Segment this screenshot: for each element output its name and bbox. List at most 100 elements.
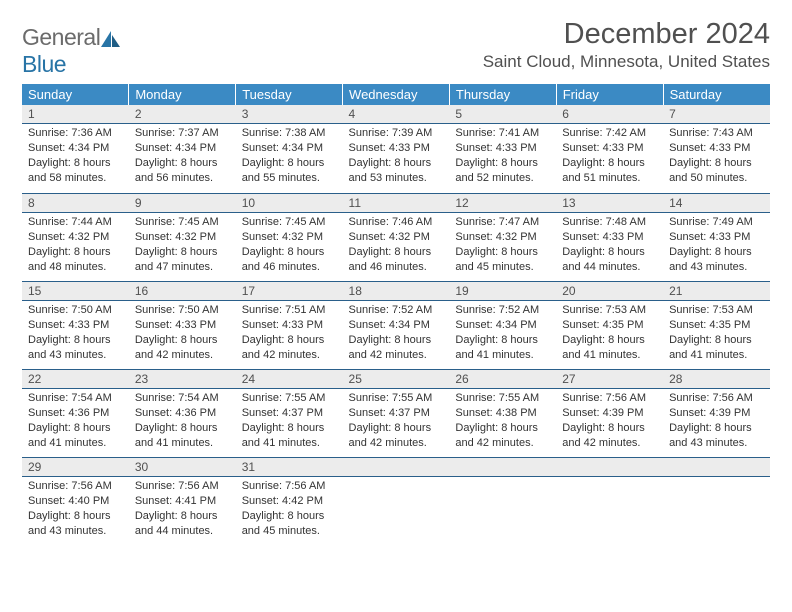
calendar-week: 8Sunrise: 7:44 AMSunset: 4:32 PMDaylight…: [22, 193, 770, 281]
info-line: and 55 minutes.: [242, 171, 337, 186]
title-block: December 2024 Saint Cloud, Minnesota, Un…: [483, 18, 770, 72]
day-number: 27: [556, 369, 663, 389]
day-info: Sunrise: 7:56 AMSunset: 4:42 PMDaylight:…: [242, 479, 337, 538]
calendar-day-cell: 24Sunrise: 7:55 AMSunset: 4:37 PMDayligh…: [236, 369, 343, 457]
day-header: Thursday: [449, 84, 556, 105]
info-line: Sunrise: 7:37 AM: [135, 126, 230, 141]
info-line: and 41 minutes.: [669, 348, 764, 363]
day-info: Sunrise: 7:39 AMSunset: 4:33 PMDaylight:…: [349, 126, 444, 185]
calendar-day-cell: 26Sunrise: 7:55 AMSunset: 4:38 PMDayligh…: [449, 369, 556, 457]
info-line: Sunset: 4:34 PM: [28, 141, 123, 156]
calendar-day-cell: 14Sunrise: 7:49 AMSunset: 4:33 PMDayligh…: [663, 193, 770, 281]
info-line: Sunset: 4:36 PM: [28, 406, 123, 421]
info-line: and 42 minutes.: [349, 436, 444, 451]
info-line: Sunrise: 7:55 AM: [349, 391, 444, 406]
info-line: Daylight: 8 hours: [455, 421, 550, 436]
calendar-day-cell: 4Sunrise: 7:39 AMSunset: 4:33 PMDaylight…: [343, 105, 450, 193]
day-number: 28: [663, 369, 770, 389]
info-line: Daylight: 8 hours: [669, 245, 764, 260]
calendar-day-cell: [449, 457, 556, 545]
day-number: 18: [343, 281, 450, 301]
info-line: Sunrise: 7:56 AM: [669, 391, 764, 406]
day-number: 13: [556, 193, 663, 213]
calendar-day-cell: 19Sunrise: 7:52 AMSunset: 4:34 PMDayligh…: [449, 281, 556, 369]
calendar-day-cell: 8Sunrise: 7:44 AMSunset: 4:32 PMDaylight…: [22, 193, 129, 281]
info-line: Daylight: 8 hours: [349, 245, 444, 260]
day-number: 25: [343, 369, 450, 389]
info-line: Sunrise: 7:42 AM: [562, 126, 657, 141]
day-number: 15: [22, 281, 129, 301]
info-line: Sunrise: 7:38 AM: [242, 126, 337, 141]
calendar-day-cell: 9Sunrise: 7:45 AMSunset: 4:32 PMDaylight…: [129, 193, 236, 281]
day-number: 16: [129, 281, 236, 301]
info-line: Daylight: 8 hours: [135, 156, 230, 171]
day-header: Tuesday: [236, 84, 343, 105]
day-header: Friday: [556, 84, 663, 105]
info-line: Sunset: 4:34 PM: [349, 318, 444, 333]
info-line: Daylight: 8 hours: [669, 421, 764, 436]
day-info: Sunrise: 7:42 AMSunset: 4:33 PMDaylight:…: [562, 126, 657, 185]
day-info: Sunrise: 7:37 AMSunset: 4:34 PMDaylight:…: [135, 126, 230, 185]
day-info: Sunrise: 7:53 AMSunset: 4:35 PMDaylight:…: [562, 303, 657, 362]
info-line: Sunrise: 7:45 AM: [242, 215, 337, 230]
day-number: 19: [449, 281, 556, 301]
info-line: Sunrise: 7:48 AM: [562, 215, 657, 230]
info-line: and 56 minutes.: [135, 171, 230, 186]
info-line: and 41 minutes.: [455, 348, 550, 363]
day-info: Sunrise: 7:50 AMSunset: 4:33 PMDaylight:…: [28, 303, 123, 362]
info-line: Sunrise: 7:39 AM: [349, 126, 444, 141]
info-line: Sunrise: 7:45 AM: [135, 215, 230, 230]
info-line: and 42 minutes.: [562, 436, 657, 451]
info-line: Sunset: 4:39 PM: [562, 406, 657, 421]
calendar-day-cell: 15Sunrise: 7:50 AMSunset: 4:33 PMDayligh…: [22, 281, 129, 369]
day-info: Sunrise: 7:45 AMSunset: 4:32 PMDaylight:…: [135, 215, 230, 274]
info-line: Sunset: 4:37 PM: [242, 406, 337, 421]
day-number: 5: [449, 105, 556, 124]
info-line: Sunrise: 7:53 AM: [562, 303, 657, 318]
info-line: Sunrise: 7:55 AM: [242, 391, 337, 406]
calendar-day-cell: 27Sunrise: 7:56 AMSunset: 4:39 PMDayligh…: [556, 369, 663, 457]
info-line: Daylight: 8 hours: [135, 421, 230, 436]
info-line: and 44 minutes.: [135, 524, 230, 539]
day-header: Saturday: [663, 84, 770, 105]
info-line: Daylight: 8 hours: [28, 245, 123, 260]
info-line: and 44 minutes.: [562, 260, 657, 275]
info-line: Sunrise: 7:53 AM: [669, 303, 764, 318]
info-line: Sunset: 4:33 PM: [562, 141, 657, 156]
day-number: 14: [663, 193, 770, 213]
info-line: Sunset: 4:33 PM: [455, 141, 550, 156]
calendar-day-cell: 17Sunrise: 7:51 AMSunset: 4:33 PMDayligh…: [236, 281, 343, 369]
info-line: and 58 minutes.: [28, 171, 123, 186]
info-line: and 41 minutes.: [28, 436, 123, 451]
day-info: Sunrise: 7:38 AMSunset: 4:34 PMDaylight:…: [242, 126, 337, 185]
day-number: 11: [343, 193, 450, 213]
info-line: and 48 minutes.: [28, 260, 123, 275]
info-line: Daylight: 8 hours: [135, 509, 230, 524]
info-line: Sunset: 4:33 PM: [349, 141, 444, 156]
info-line: and 43 minutes.: [669, 260, 764, 275]
header: General Blue December 2024 Saint Cloud, …: [22, 18, 770, 78]
day-info: Sunrise: 7:56 AMSunset: 4:39 PMDaylight:…: [669, 391, 764, 450]
info-line: Sunset: 4:32 PM: [349, 230, 444, 245]
day-info: Sunrise: 7:46 AMSunset: 4:32 PMDaylight:…: [349, 215, 444, 274]
calendar-day-cell: 6Sunrise: 7:42 AMSunset: 4:33 PMDaylight…: [556, 105, 663, 193]
calendar-day-cell: 16Sunrise: 7:50 AMSunset: 4:33 PMDayligh…: [129, 281, 236, 369]
calendar-table: Sunday Monday Tuesday Wednesday Thursday…: [22, 84, 770, 545]
info-line: Daylight: 8 hours: [135, 245, 230, 260]
info-line: Daylight: 8 hours: [242, 333, 337, 348]
info-line: Daylight: 8 hours: [562, 156, 657, 171]
info-line: Sunrise: 7:54 AM: [28, 391, 123, 406]
info-line: Sunset: 4:37 PM: [349, 406, 444, 421]
info-line: Sunset: 4:36 PM: [135, 406, 230, 421]
info-line: Sunrise: 7:44 AM: [28, 215, 123, 230]
day-number: [556, 457, 663, 477]
info-line: Daylight: 8 hours: [455, 333, 550, 348]
calendar-day-cell: 29Sunrise: 7:56 AMSunset: 4:40 PMDayligh…: [22, 457, 129, 545]
info-line: Daylight: 8 hours: [562, 421, 657, 436]
calendar-day-cell: [343, 457, 450, 545]
info-line: Daylight: 8 hours: [455, 245, 550, 260]
info-line: Sunset: 4:32 PM: [242, 230, 337, 245]
info-line: Daylight: 8 hours: [28, 156, 123, 171]
calendar-day-cell: 3Sunrise: 7:38 AMSunset: 4:34 PMDaylight…: [236, 105, 343, 193]
day-info: Sunrise: 7:49 AMSunset: 4:33 PMDaylight:…: [669, 215, 764, 274]
